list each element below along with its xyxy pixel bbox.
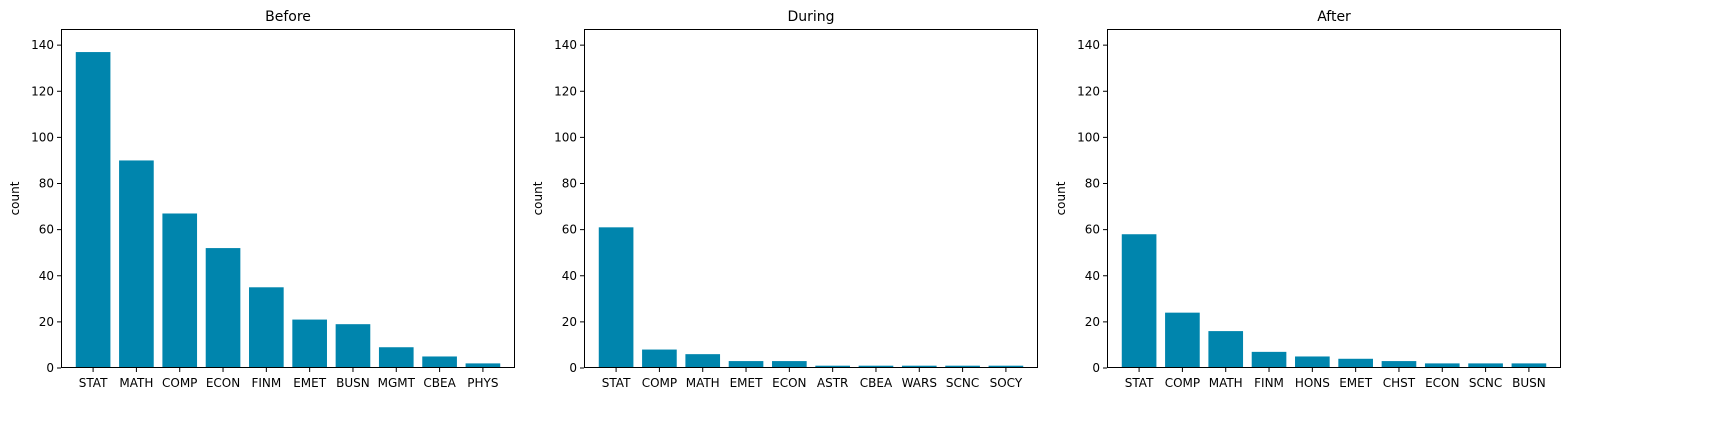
y-tick-label: 0 xyxy=(1092,361,1100,375)
y-tick-label: 120 xyxy=(554,84,577,98)
y-tick-label: 60 xyxy=(1085,223,1100,237)
bar-mgmt xyxy=(378,347,414,368)
bar-econ xyxy=(1424,363,1460,368)
y-tick-label: 80 xyxy=(1085,177,1100,191)
x-tick-label: CHST xyxy=(1383,376,1416,390)
bar-emet xyxy=(1338,358,1373,368)
x-tick-label: MGMT xyxy=(378,376,416,390)
chart-panel-1: STAT MATH COMP ECON FINM EMET BUSN MGMT CBEA PHYS… xyxy=(8,9,515,390)
x-tick-label: STAT xyxy=(1125,376,1154,390)
bar-econ xyxy=(772,361,807,368)
x-tick-label: STAT xyxy=(602,376,631,390)
bar-emet xyxy=(728,361,764,368)
x-tick-label: FINM xyxy=(251,376,281,390)
y-tick-label: 20 xyxy=(39,315,54,329)
y-tick-label: 100 xyxy=(1077,130,1100,144)
bar-cbea xyxy=(858,365,894,368)
x-tick-label: COMP xyxy=(642,376,677,390)
bar-astr xyxy=(815,365,850,368)
x-tick-label: HONS xyxy=(1295,376,1330,390)
chart-panel-3: STAT COMP MATH FINM HONS EMET CHST ECON SCNC BUSN… xyxy=(1054,9,1561,390)
y-tick-label: 0 xyxy=(569,361,577,375)
y-tick-label: 100 xyxy=(31,130,54,144)
x-tick-label: MATH xyxy=(119,376,153,390)
y-tick-label: 140 xyxy=(31,38,54,52)
y-axis-label: count xyxy=(531,181,545,215)
y-tick-label: 140 xyxy=(554,38,577,52)
y-tick-label: 40 xyxy=(562,269,577,283)
y-tick-label: 80 xyxy=(562,177,577,191)
x-tick-label: WARS xyxy=(902,376,937,390)
axes-frame xyxy=(584,29,1038,368)
x-tick-label: EMET xyxy=(1339,376,1373,390)
chart-panel-2: STAT COMP MATH EMET ECON ASTR CBEA WARS SCNC SOCY… xyxy=(531,9,1038,390)
bar-chst xyxy=(1381,361,1417,368)
x-tick-label: EMET xyxy=(730,376,764,390)
bar-emet xyxy=(292,319,327,368)
x-tick-label: MATH xyxy=(1209,376,1243,390)
x-tick-label: CBEA xyxy=(423,376,456,390)
chart-title: During xyxy=(787,9,834,25)
bar-cbea xyxy=(422,356,457,368)
y-tick-label: 40 xyxy=(39,269,54,283)
y-tick-label: 140 xyxy=(1077,38,1100,52)
bar-hons xyxy=(1295,356,1330,368)
bar-math xyxy=(119,160,154,368)
bar-busn xyxy=(335,324,371,368)
x-tick-label: ASTR xyxy=(817,376,849,390)
y-tick-label: 40 xyxy=(1085,269,1100,283)
x-tick-label: SCNC xyxy=(946,376,979,390)
x-tick-label: EMET xyxy=(293,376,327,390)
y-tick-label: 120 xyxy=(1077,84,1100,98)
y-tick-label: 120 xyxy=(31,84,54,98)
bar-stat xyxy=(1121,234,1157,368)
x-tick-label: ECON xyxy=(206,376,240,390)
bar-comp xyxy=(162,213,198,368)
bar-scnc xyxy=(945,365,980,368)
y-tick-label: 20 xyxy=(1085,315,1100,329)
bar-wars xyxy=(901,365,937,368)
bar-phys xyxy=(465,363,501,368)
bar-socy xyxy=(988,365,1024,368)
y-tick-label: 0 xyxy=(46,361,54,375)
x-tick-label: SOCY xyxy=(990,376,1023,390)
y-axis-label: count xyxy=(1054,181,1068,215)
x-tick-label: ECON xyxy=(772,376,806,390)
y-tick-label: 60 xyxy=(39,223,54,237)
bar-finm xyxy=(249,287,284,368)
x-tick-label: ECON xyxy=(1425,376,1459,390)
y-tick-label: 20 xyxy=(562,315,577,329)
bar-stat xyxy=(598,227,634,368)
bar-finm xyxy=(1251,351,1287,368)
bar-comp xyxy=(1165,312,1200,368)
x-tick-label: COMP xyxy=(162,376,197,390)
bar-math xyxy=(685,354,721,368)
x-tick-label: CBEA xyxy=(860,376,893,390)
x-tick-label: PHYS xyxy=(467,376,498,390)
chart-title: After xyxy=(1317,9,1351,25)
x-tick-label: BUSN xyxy=(1512,376,1546,390)
x-tick-label: MATH xyxy=(686,376,720,390)
y-axis-label: count xyxy=(8,181,22,215)
y-tick-label: 80 xyxy=(39,177,54,191)
bar-stat xyxy=(75,52,111,369)
bar-math xyxy=(1208,331,1244,368)
chart-title: Before xyxy=(265,9,311,25)
bar-econ xyxy=(205,248,241,368)
axes-frame xyxy=(61,29,515,368)
axes-frame xyxy=(1107,29,1561,368)
y-tick-label: 60 xyxy=(562,223,577,237)
y-tick-label: 100 xyxy=(554,130,577,144)
bar-busn xyxy=(1511,363,1547,368)
bar-scnc xyxy=(1468,363,1503,368)
x-tick-label: SCNC xyxy=(1469,376,1502,390)
x-tick-label: STAT xyxy=(79,376,108,390)
bar-comp xyxy=(642,349,677,368)
x-tick-label: COMP xyxy=(1165,376,1200,390)
x-tick-label: BUSN xyxy=(336,376,370,390)
x-tick-label: FINM xyxy=(1254,376,1284,390)
